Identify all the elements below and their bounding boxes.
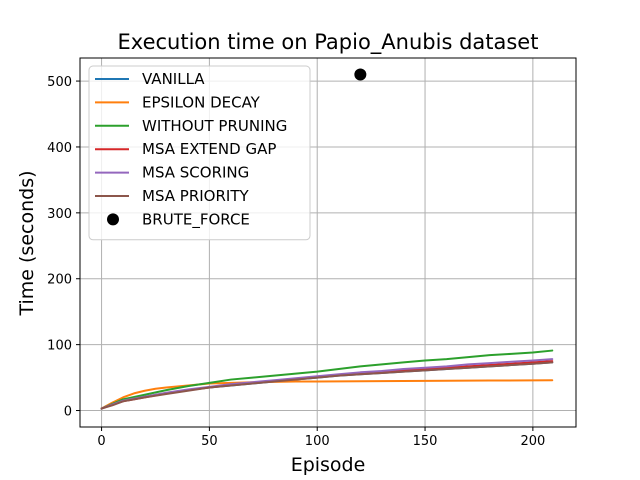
y-tick-label: 400 [47, 141, 72, 156]
series-line-epsilon-decay [100, 379, 554, 410]
chart-title: Execution time on Papio_Anubis dataset [118, 30, 539, 55]
legend-label-msa-extend-gap: MSA EXTEND GAP [142, 140, 276, 158]
x-axis-title: Episode [291, 454, 366, 476]
y-tick-label: 200 [47, 273, 72, 288]
legend-label-vanilla: VANILLA [142, 70, 205, 88]
legend-label-epsilon-decay: EPSILON DECAY [142, 93, 261, 111]
legend-box [88, 65, 311, 241]
y-tick-label: 500 [47, 75, 72, 90]
x-tick-label: 100 [305, 434, 330, 449]
x-axis: 0 50 100 150 200 [97, 427, 545, 449]
legend-label-msa-priority: MSA PRIORITY [142, 187, 249, 205]
series-layer [100, 68, 554, 410]
y-tick-label: 300 [47, 207, 72, 222]
y-axis-title: Time (seconds) [16, 170, 38, 316]
series-line-without-pruning [100, 349, 554, 410]
x-tick-label: 0 [97, 434, 105, 449]
legend: VANILLA EPSILON DECAY WITHOUT PRUNING MSA E… [88, 65, 311, 241]
legend-label-msa-scoring: MSA SCORING [142, 164, 249, 182]
x-tick-label: 150 [413, 434, 438, 449]
y-tick-label: 100 [47, 339, 72, 354]
y-axis: 0 100 200 300 400 500 [47, 75, 80, 420]
series-line-msa-priority [100, 361, 554, 410]
legend-marker-brute-force [107, 213, 119, 226]
plot-frame [79, 57, 577, 428]
x-tick-label: 200 [520, 434, 545, 449]
legend-label-brute-force: BRUTE_FORCE [142, 210, 250, 229]
x-tick-label: 50 [201, 434, 218, 449]
legend-label-without-pruning: WITHOUT PRUNING [142, 117, 287, 135]
series-line-msa-scoring [100, 358, 554, 410]
y-tick-label: 0 [64, 405, 72, 420]
series-point-brute-force [354, 68, 367, 81]
